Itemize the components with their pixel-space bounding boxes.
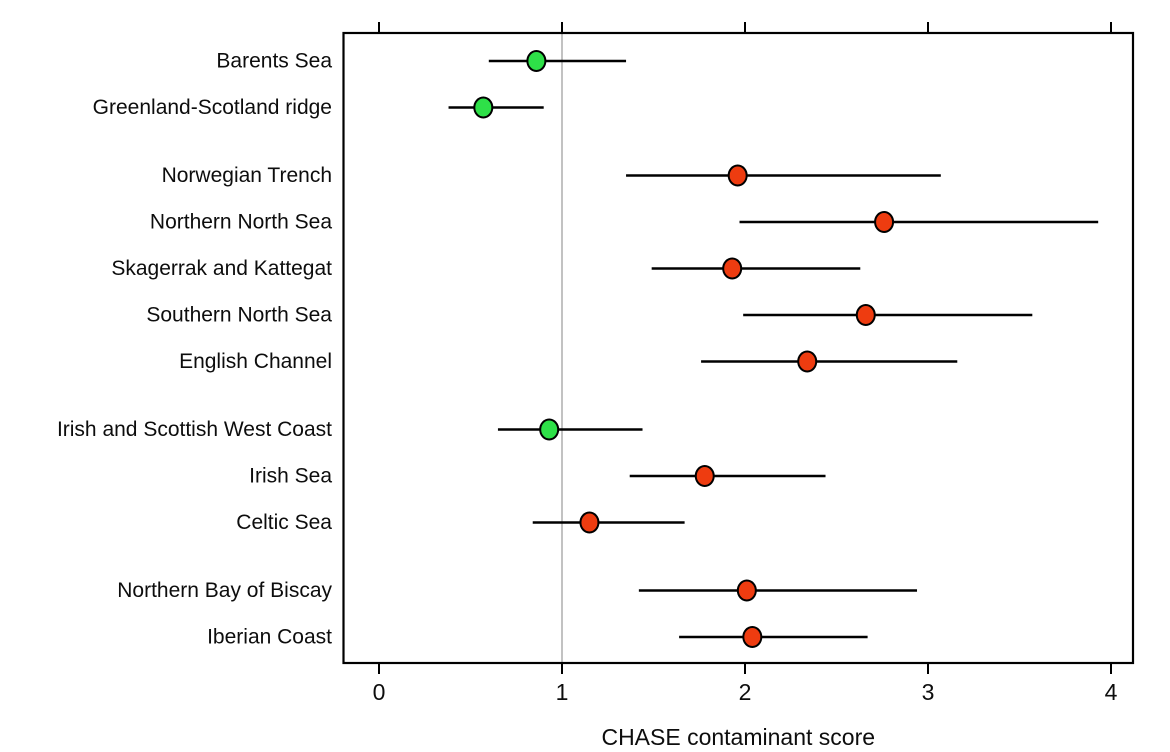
data-point-bad [727,164,748,187]
data-point-good [473,96,494,119]
category-label: Skagerrak and Kattegat [111,257,332,280]
x-axis-title: CHASE contaminant score [601,724,875,750]
x-axis-tick-label: 4 [1105,679,1118,705]
category-label: Southern North Sea [146,304,332,327]
plot-border [342,31,1135,665]
x-axis-tick-label: 2 [739,679,752,705]
category-label: Celtic Sea [236,511,332,534]
data-point-bad [736,579,757,602]
category-label: Norwegian Trench [162,164,332,187]
data-point-bad [742,626,763,648]
data-point-bad [797,350,818,373]
x-axis-tick-label: 1 [556,679,569,705]
category-label: Barents Sea [216,50,332,73]
data-point-bad [694,465,715,487]
x-axis-tick-label: 3 [922,679,935,705]
category-label: English Channel [179,350,332,373]
category-label: Irish and Scottish West Coast [57,418,332,441]
data-point-bad [722,257,743,280]
data-point-good [526,50,547,72]
category-label: Greenland-Scotland ridge [93,96,332,119]
x-axis-tick-label: 0 [373,679,386,705]
category-label: Northern Bay of Biscay [117,579,332,602]
data-point-bad [579,511,600,534]
data-point-bad [874,211,895,233]
category-label: Irish Sea [249,465,332,488]
category-label: Northern North Sea [150,211,332,234]
data-point-good [539,418,560,441]
category-label: Iberian Coast [207,626,332,649]
data-point-bad [855,304,876,326]
